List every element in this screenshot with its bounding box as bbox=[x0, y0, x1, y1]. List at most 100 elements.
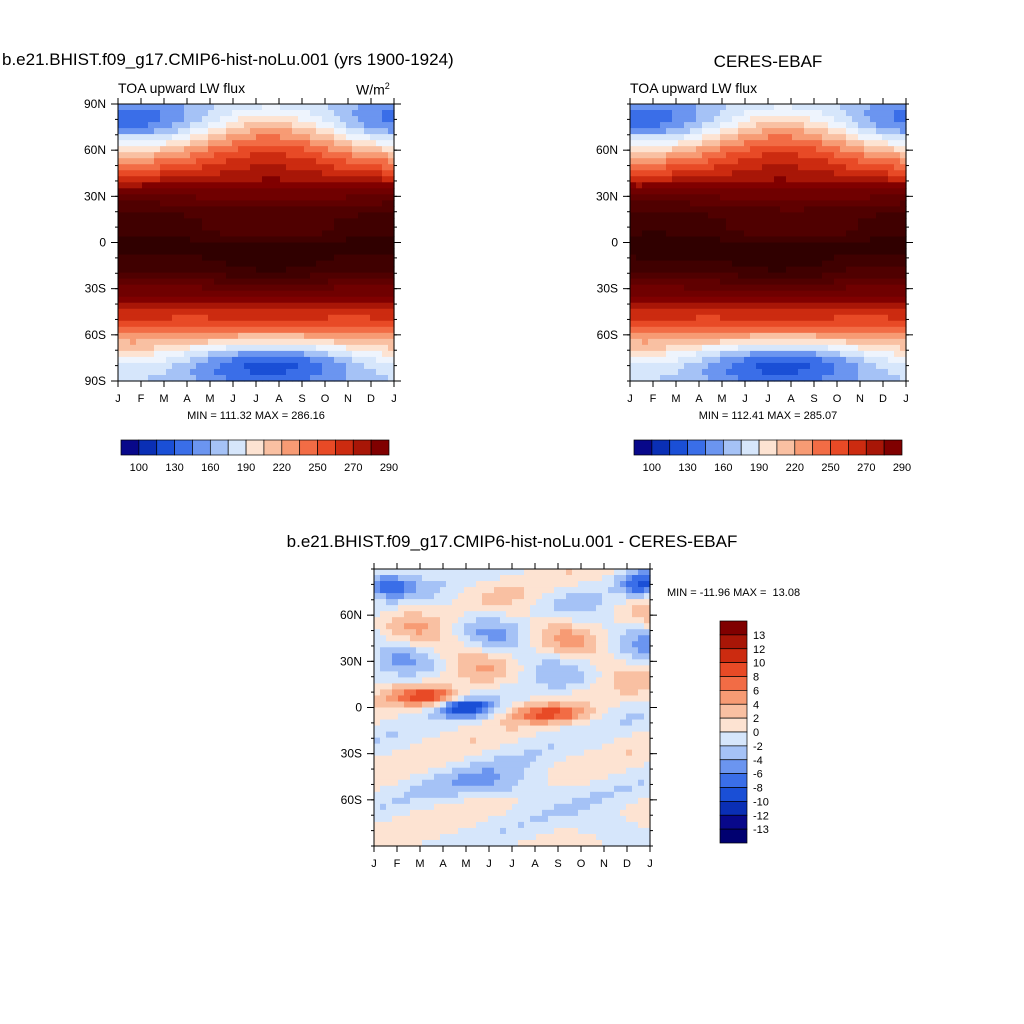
field-cell bbox=[410, 749, 417, 757]
field-cell bbox=[810, 326, 817, 334]
field-cell bbox=[434, 803, 441, 811]
field-cell bbox=[666, 338, 673, 346]
field-cell bbox=[256, 326, 263, 334]
field-cell bbox=[870, 290, 877, 298]
field-cell bbox=[202, 302, 209, 310]
field-cell bbox=[780, 320, 787, 328]
field-cell bbox=[702, 182, 709, 189]
field-cell bbox=[346, 320, 353, 328]
field-cell bbox=[864, 230, 871, 238]
field-cell bbox=[184, 170, 191, 177]
field-cell bbox=[196, 212, 203, 220]
field-cell bbox=[846, 314, 853, 322]
field-cell bbox=[684, 260, 691, 268]
field-cell bbox=[434, 581, 441, 588]
field-cell bbox=[352, 290, 359, 298]
field-cell bbox=[422, 653, 429, 660]
field-cell bbox=[720, 368, 727, 376]
colorbar-swatch bbox=[740, 439, 760, 456]
field-cell bbox=[726, 338, 733, 346]
field-cell bbox=[702, 212, 709, 220]
field-cell bbox=[852, 350, 859, 358]
field-cell bbox=[410, 839, 417, 847]
field-cell bbox=[256, 314, 263, 322]
field-cell bbox=[780, 140, 787, 147]
field-cell bbox=[804, 278, 811, 286]
field-cell bbox=[220, 134, 227, 141]
field-cell bbox=[380, 665, 387, 672]
field-cell bbox=[124, 254, 131, 262]
field-cell bbox=[846, 254, 853, 262]
field-cell bbox=[392, 779, 399, 787]
field-cell bbox=[160, 188, 167, 195]
field-cell bbox=[340, 170, 347, 177]
field-cell bbox=[858, 326, 865, 334]
field-cell bbox=[274, 176, 281, 183]
field-cell bbox=[720, 314, 727, 322]
field-cell bbox=[262, 110, 269, 117]
field-cell bbox=[370, 146, 377, 153]
field-cell bbox=[840, 140, 847, 147]
field-cell bbox=[750, 278, 757, 286]
field-cell bbox=[316, 188, 323, 195]
field-cell bbox=[738, 332, 745, 340]
field-cell bbox=[190, 170, 197, 177]
field-cell bbox=[346, 236, 353, 244]
field-cell bbox=[804, 104, 811, 111]
field-cell bbox=[196, 320, 203, 328]
field-cell bbox=[220, 188, 227, 195]
field-cell bbox=[118, 374, 125, 382]
field-cell bbox=[744, 308, 751, 316]
field-cell bbox=[292, 236, 299, 244]
field-cell bbox=[398, 737, 405, 745]
field-cell bbox=[762, 284, 769, 292]
field-cell bbox=[864, 248, 871, 256]
field-cell bbox=[774, 206, 781, 213]
field-cell bbox=[392, 605, 399, 612]
field-cell bbox=[298, 302, 305, 310]
field-cell bbox=[340, 314, 347, 322]
field-cell bbox=[894, 116, 901, 123]
field-cell bbox=[238, 296, 245, 304]
field-cell bbox=[900, 128, 907, 135]
field-cell bbox=[154, 296, 161, 304]
field-cell bbox=[738, 134, 745, 141]
field-cell bbox=[208, 194, 215, 201]
field-cell bbox=[900, 122, 907, 129]
field-cell bbox=[392, 773, 399, 781]
field-cell bbox=[834, 374, 841, 382]
field-cell bbox=[232, 362, 239, 370]
field-cell bbox=[142, 302, 149, 310]
field-cell bbox=[262, 284, 269, 292]
field-cell bbox=[220, 122, 227, 129]
field-cell bbox=[250, 326, 257, 334]
field-cell bbox=[720, 272, 727, 280]
field-cell bbox=[654, 236, 661, 244]
field-cell bbox=[804, 326, 811, 334]
field-cell bbox=[642, 122, 649, 129]
field-cell bbox=[374, 617, 381, 624]
field-cell bbox=[388, 350, 395, 358]
field-cell bbox=[636, 212, 643, 220]
field-cell bbox=[630, 368, 637, 376]
field-cell bbox=[798, 194, 805, 201]
field-cell bbox=[840, 194, 847, 201]
field-cell bbox=[392, 599, 399, 606]
field-cell bbox=[388, 374, 395, 382]
field-cell bbox=[208, 116, 215, 123]
field-cell bbox=[142, 236, 149, 244]
field-cell bbox=[226, 200, 233, 207]
field-cell bbox=[184, 242, 191, 250]
field-cell bbox=[648, 230, 655, 238]
field-cell bbox=[148, 242, 155, 250]
field-cell bbox=[744, 290, 751, 298]
field-cell bbox=[196, 242, 203, 250]
field-cell bbox=[900, 350, 907, 358]
field-cell bbox=[196, 134, 203, 141]
field-cell bbox=[846, 212, 853, 220]
field-cell bbox=[208, 254, 215, 262]
panel2-colorbar: 100 130 160 190 220 250 270 290 bbox=[633, 439, 911, 474]
field-cell bbox=[160, 344, 167, 352]
field-cell bbox=[166, 182, 173, 189]
field-cell bbox=[340, 302, 347, 310]
